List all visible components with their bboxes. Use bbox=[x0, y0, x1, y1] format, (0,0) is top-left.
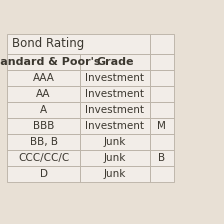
Text: A: A bbox=[40, 105, 47, 115]
Bar bbox=[7, 70, 80, 86]
Bar bbox=[150, 118, 174, 134]
Text: M: M bbox=[157, 121, 166, 131]
Bar bbox=[7, 166, 80, 182]
Text: B: B bbox=[158, 153, 165, 163]
Bar bbox=[80, 118, 150, 134]
Text: Investment: Investment bbox=[85, 73, 144, 83]
Text: Junk: Junk bbox=[104, 169, 126, 179]
Bar bbox=[150, 86, 174, 102]
Bar bbox=[7, 150, 80, 166]
Bar bbox=[80, 86, 150, 102]
Bar bbox=[150, 70, 174, 86]
Bar bbox=[7, 102, 80, 118]
Bar bbox=[80, 134, 150, 150]
Bar bbox=[80, 150, 150, 166]
Bar bbox=[150, 150, 174, 166]
Bar bbox=[80, 102, 150, 118]
Text: Investment: Investment bbox=[85, 121, 144, 131]
Text: AAA: AAA bbox=[33, 73, 55, 83]
Text: Investment: Investment bbox=[85, 89, 144, 99]
Text: Bond Rating: Bond Rating bbox=[12, 37, 85, 50]
Text: D: D bbox=[40, 169, 48, 179]
Bar bbox=[150, 102, 174, 118]
Text: Standard & Poor's: Standard & Poor's bbox=[0, 57, 100, 67]
Bar bbox=[150, 34, 174, 54]
Bar bbox=[150, 54, 174, 70]
Bar bbox=[150, 134, 174, 150]
Text: Grade: Grade bbox=[96, 57, 134, 67]
Text: BB, B: BB, B bbox=[30, 137, 58, 147]
Text: Junk: Junk bbox=[104, 137, 126, 147]
Bar bbox=[80, 54, 150, 70]
Bar bbox=[7, 118, 80, 134]
Bar bbox=[7, 54, 80, 70]
Text: Investment: Investment bbox=[85, 105, 144, 115]
Bar bbox=[80, 166, 150, 182]
Bar bbox=[7, 86, 80, 102]
Text: BBB: BBB bbox=[33, 121, 54, 131]
Bar bbox=[7, 34, 150, 54]
Bar bbox=[150, 166, 174, 182]
Bar bbox=[7, 134, 80, 150]
Text: AA: AA bbox=[36, 89, 51, 99]
Text: Junk: Junk bbox=[104, 153, 126, 163]
Text: CCC/CC/C: CCC/CC/C bbox=[18, 153, 69, 163]
Bar bbox=[80, 70, 150, 86]
